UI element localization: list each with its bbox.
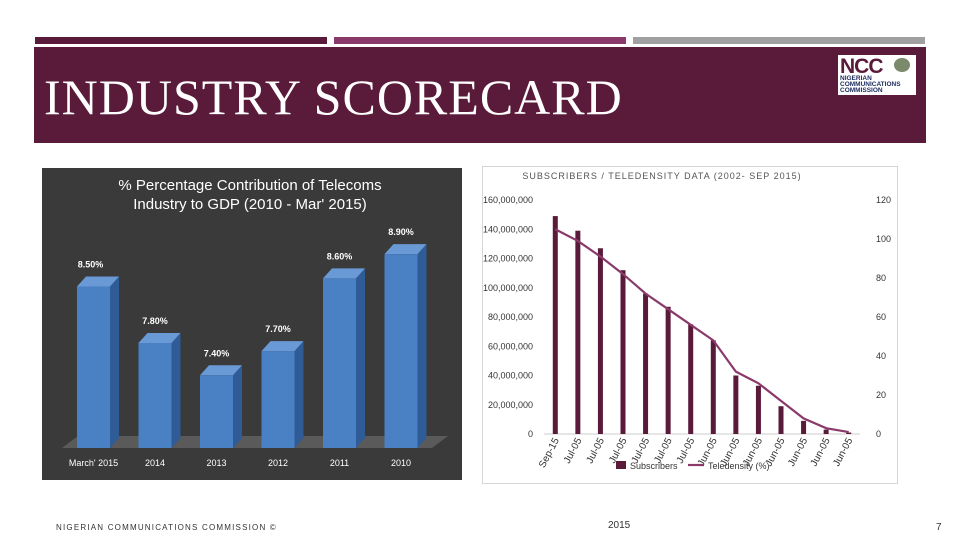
subscriber-bar	[710, 340, 716, 434]
left-axis-tick-label: 100,000,000	[483, 283, 533, 293]
ncc-logo: NCC NIGERIAN COMMUNICATIONS COMMISSION	[838, 55, 916, 95]
gdp-bar-top	[138, 333, 181, 343]
left-axis-tick-label: 20,000,000	[488, 400, 533, 410]
subscriber-bar	[688, 324, 694, 434]
gdp-chart-title-line-1: % Percentage Contribution of Telecoms	[118, 177, 381, 194]
subscriber-bar	[778, 406, 784, 434]
gdp-bar-value-label: 8.50%	[78, 259, 104, 269]
gdp-bar-value-label: 7.80%	[142, 316, 168, 326]
gdp-chart-title-line-2: Industry to GDP (2010 - Mar' 2015)	[133, 196, 367, 213]
left-axis-tick-label: 40,000,000	[488, 371, 533, 381]
gdp-bar-side	[110, 276, 119, 448]
left-axis-tick-label: 160,000,000	[483, 195, 533, 205]
subscriber-bar	[575, 230, 581, 434]
gdp-bar	[384, 254, 418, 448]
gdp-bar	[261, 351, 295, 448]
gdp-bar-top	[323, 268, 365, 279]
subscriber-bar	[643, 293, 649, 434]
coat-of-arms-icon	[894, 58, 910, 72]
subscriber-bar	[755, 385, 761, 434]
gdp-bar-top	[200, 365, 242, 376]
right-axis-tick-label: 80	[876, 273, 886, 283]
left-axis-tick-label: 80,000,000	[488, 312, 533, 322]
logo-line-2: COMMUNICATIONS	[840, 81, 901, 88]
gdp-bar-value-label: 7.70%	[265, 324, 291, 334]
legend-label-teledensity: Teledensity (%)	[708, 461, 770, 471]
gdp-bar-side	[417, 244, 427, 448]
right-axis-tick-label: 40	[876, 351, 886, 361]
subscriber-bar	[823, 429, 829, 434]
right-axis-tick-label: 20	[876, 390, 886, 400]
legend-label-subscribers: Subscribers	[630, 461, 678, 471]
subscriber-bar	[552, 216, 558, 434]
right-axis-tick-label: 120	[876, 195, 891, 205]
gdp-bar-value-label: 8.60%	[327, 251, 353, 261]
left-axis-tick-label: 60,000,000	[488, 341, 533, 351]
right-axis-tick-label: 60	[876, 312, 886, 322]
subscribers-chart: SUBSCRIBERS / TELEDENSITY DATA (2002- SE…	[483, 171, 891, 471]
x-axis-tick-label: Jul-05	[585, 436, 608, 466]
left-axis-tick-label: 140,000,000	[483, 224, 533, 234]
subscriber-bar	[620, 270, 626, 434]
teledensity-line	[554, 228, 849, 434]
subscriber-bar	[597, 248, 603, 434]
gdp-bar	[138, 343, 172, 448]
gdp-bar	[323, 278, 356, 448]
gdp-category-label: 2010	[391, 458, 411, 468]
page-number: 7	[936, 522, 942, 533]
subscriber-bar	[733, 375, 739, 434]
gdp-category-label: 2012	[268, 458, 288, 468]
slide-title: INDUSTRY SCORECARD	[44, 69, 623, 125]
gdp-bar-side	[171, 333, 181, 448]
accent-bar-2	[334, 37, 626, 44]
subscribers-chart-title: SUBSCRIBERS / TELEDENSITY DATA (2002- SE…	[522, 171, 801, 181]
gdp-bar-top	[77, 276, 119, 287]
logo-line-3: COMMISSION	[840, 87, 883, 94]
x-axis-tick-label: Jun-05	[831, 436, 855, 469]
gdp-bar-side	[233, 365, 242, 448]
x-axis-tick-label: Sep-15	[537, 436, 562, 470]
left-axis-tick-label: 120,000,000	[483, 254, 533, 264]
right-axis-tick-label: 100	[876, 234, 891, 244]
legend-swatch-subscribers	[616, 461, 626, 469]
subscriber-bar	[846, 432, 852, 434]
gdp-category-label: 2014	[145, 458, 165, 468]
gdp-bar-value-label: 8.90%	[388, 227, 414, 237]
gdp-bar-side	[294, 341, 304, 448]
gdp-bar-top	[261, 341, 304, 352]
subscriber-bar	[801, 420, 807, 434]
gdp-bar-value-label: 7.40%	[204, 348, 230, 358]
gdp-category-label: 2011	[330, 458, 349, 468]
gdp-bar-side	[356, 268, 365, 448]
footer-text: NIGERIAN COMMUNICATIONS COMMISSION ©	[56, 523, 277, 532]
subscriber-bar	[665, 306, 671, 434]
logo-line-1: NIGERIAN	[840, 75, 872, 82]
x-axis-tick-label: Jul-05	[562, 436, 585, 466]
x-axis-tick-label: Jun-05	[809, 436, 833, 469]
year-label: 2015	[608, 520, 631, 531]
left-axis-tick-label: 0	[528, 429, 533, 439]
gdp-bar	[200, 375, 233, 448]
title-banner	[34, 47, 926, 143]
logo-mark: NCC	[840, 55, 883, 78]
gdp-chart: % Percentage Contribution of Telecoms In…	[62, 177, 448, 468]
gdp-bar	[77, 286, 110, 448]
accent-bar-1	[35, 37, 327, 44]
gdp-category-label: March' 2015	[69, 458, 118, 468]
right-axis-tick-label: 0	[876, 429, 881, 439]
x-axis-tick-label: Jul-05	[675, 436, 698, 466]
accent-bar-3	[633, 37, 925, 44]
x-axis-tick-label: Jun-05	[786, 436, 810, 469]
gdp-category-label: 2013	[206, 458, 226, 468]
gdp-bar-top	[384, 244, 427, 255]
